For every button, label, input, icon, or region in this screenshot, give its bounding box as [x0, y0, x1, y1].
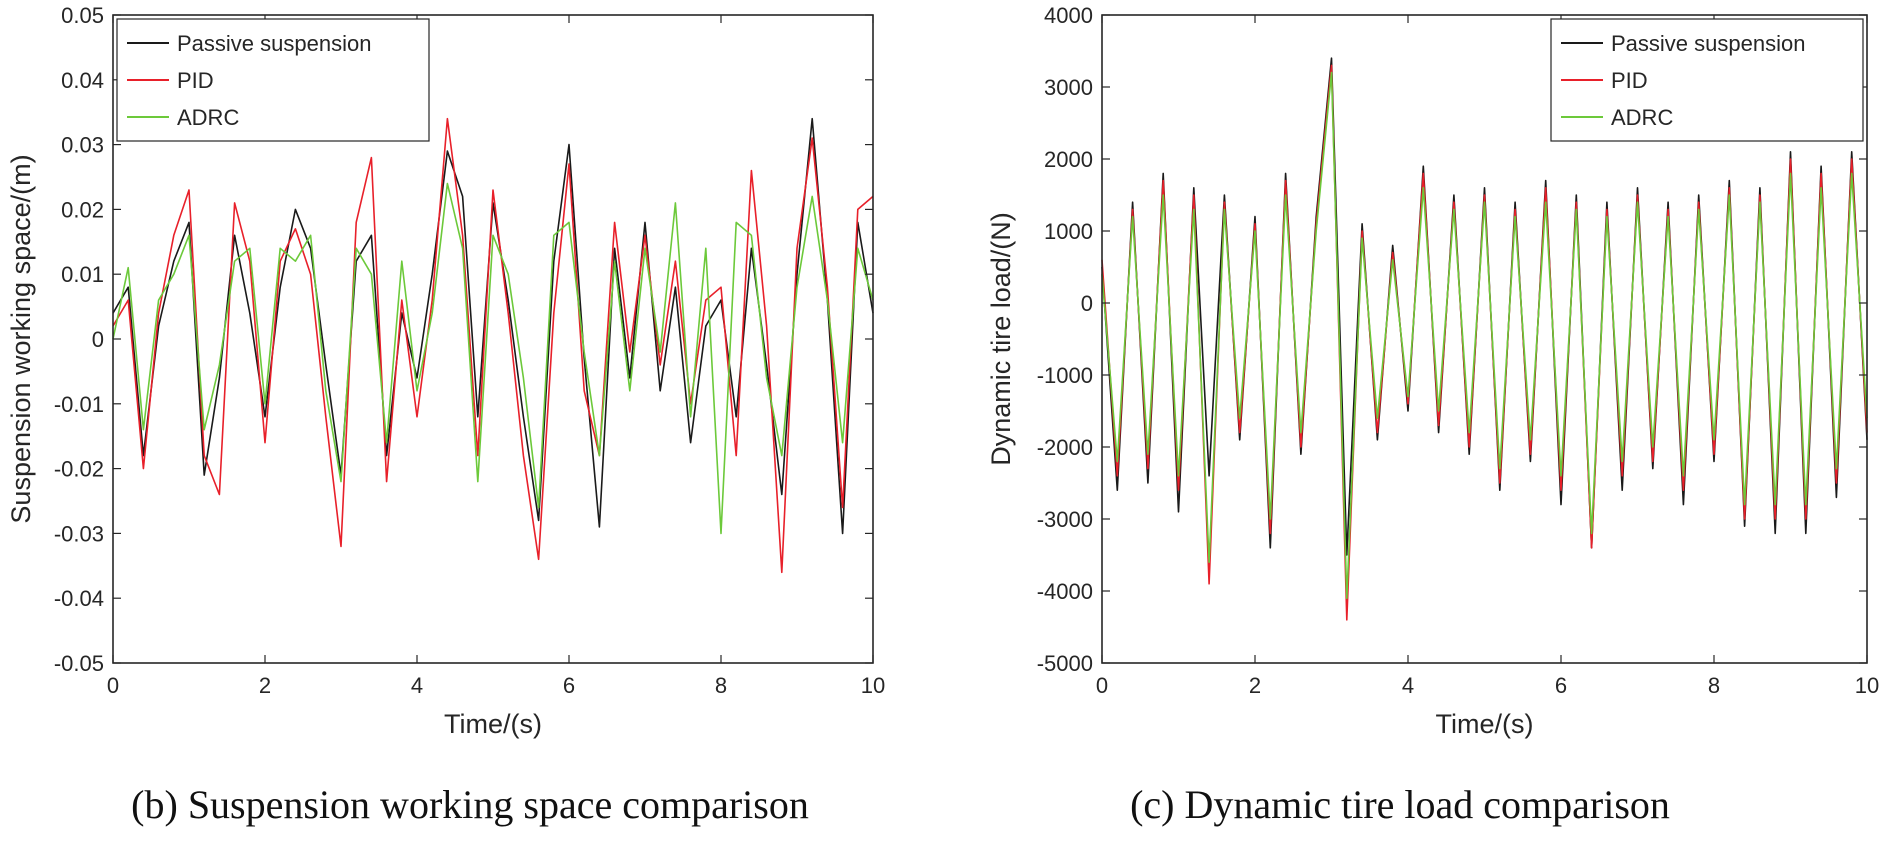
x-axis-label: Time/(s): [444, 709, 542, 739]
y-tick-label: -0.04: [54, 586, 104, 611]
y-tick-label: 2000: [1044, 147, 1093, 172]
y-tick-label: -0.03: [54, 521, 104, 546]
y-tick-label: 0.04: [61, 68, 104, 93]
series-line-adrc: [1101, 71, 1868, 600]
legend-label-passive-suspension: Passive suspension: [177, 31, 371, 56]
y-axis-label: Dynamic tire load/(N): [986, 212, 1016, 466]
x-tick-label: 0: [1096, 673, 1108, 698]
plot-frame: [1101, 14, 1868, 664]
x-tick-label: 10: [1855, 673, 1879, 698]
x-tick-label: 6: [563, 673, 575, 698]
y-tick-label: 1000: [1044, 219, 1093, 244]
x-tick-label: 2: [259, 673, 271, 698]
y-tick-label: 0.01: [61, 262, 104, 287]
x-tick-label: 4: [411, 673, 423, 698]
y-tick-label: -0.05: [54, 651, 104, 676]
x-tick-label: 0: [107, 673, 119, 698]
y-tick-label: -2000: [1037, 435, 1093, 460]
caption-right: (c) Dynamic tire load comparison: [1130, 782, 1670, 827]
legend: Passive suspension PID ADRC: [1550, 18, 1864, 142]
y-tick-label: -1000: [1037, 363, 1093, 388]
x-tick-label: 6: [1555, 673, 1567, 698]
legend-label-pid: PID: [1611, 68, 1648, 93]
y-axis-label: Suspension working space/(m): [6, 154, 36, 523]
y-tick-label: 0: [1081, 291, 1093, 316]
y-tick-label: -0.02: [54, 457, 104, 482]
legend-label-pid: PID: [177, 68, 214, 93]
x-tick-label: 4: [1402, 673, 1414, 698]
x-tick-label: 8: [715, 673, 727, 698]
x-tick-label: 10: [861, 673, 885, 698]
legend-label-passive-suspension: Passive suspension: [1611, 31, 1805, 56]
x-axis-label: Time/(s): [1436, 709, 1534, 739]
dynamic-tire-load-chart: 0 2 4 6 8 10 -5000 -4000 -3000 -2000 -1000 0 1000 200…: [986, 3, 1879, 739]
series-line-pid: [112, 117, 874, 574]
y-tick-label: 0.02: [61, 197, 104, 222]
legend: Passive suspension PID ADRC: [116, 18, 430, 142]
x-tick-label: 2: [1249, 673, 1261, 698]
series-line-adrc: [112, 182, 874, 535]
y-tick-label: 0.03: [61, 133, 104, 158]
y-tick-label: 0: [92, 327, 104, 352]
y-tick-label: 0.05: [61, 3, 104, 28]
y-tick-label: -4000: [1037, 579, 1093, 604]
legend-label-adrc: ADRC: [1611, 105, 1673, 130]
suspension-working-space-chart: 0 2 4 6 8 10 -0.05 -0.04 -0.03 -0.02 -0.01 0 0.01 0.0…: [6, 3, 885, 739]
y-tick-label: 4000: [1044, 3, 1093, 28]
y-tick-label: -5000: [1037, 651, 1093, 676]
legend-label-adrc: ADRC: [177, 105, 239, 130]
series-line-passive-suspension: [112, 117, 874, 535]
y-tick-label: -3000: [1037, 507, 1093, 532]
y-tick-label: -0.01: [54, 392, 104, 417]
x-tick-label: 8: [1708, 673, 1720, 698]
y-tick-label: 3000: [1044, 75, 1093, 100]
caption-left: (b) Suspension working space comparison: [131, 782, 809, 827]
